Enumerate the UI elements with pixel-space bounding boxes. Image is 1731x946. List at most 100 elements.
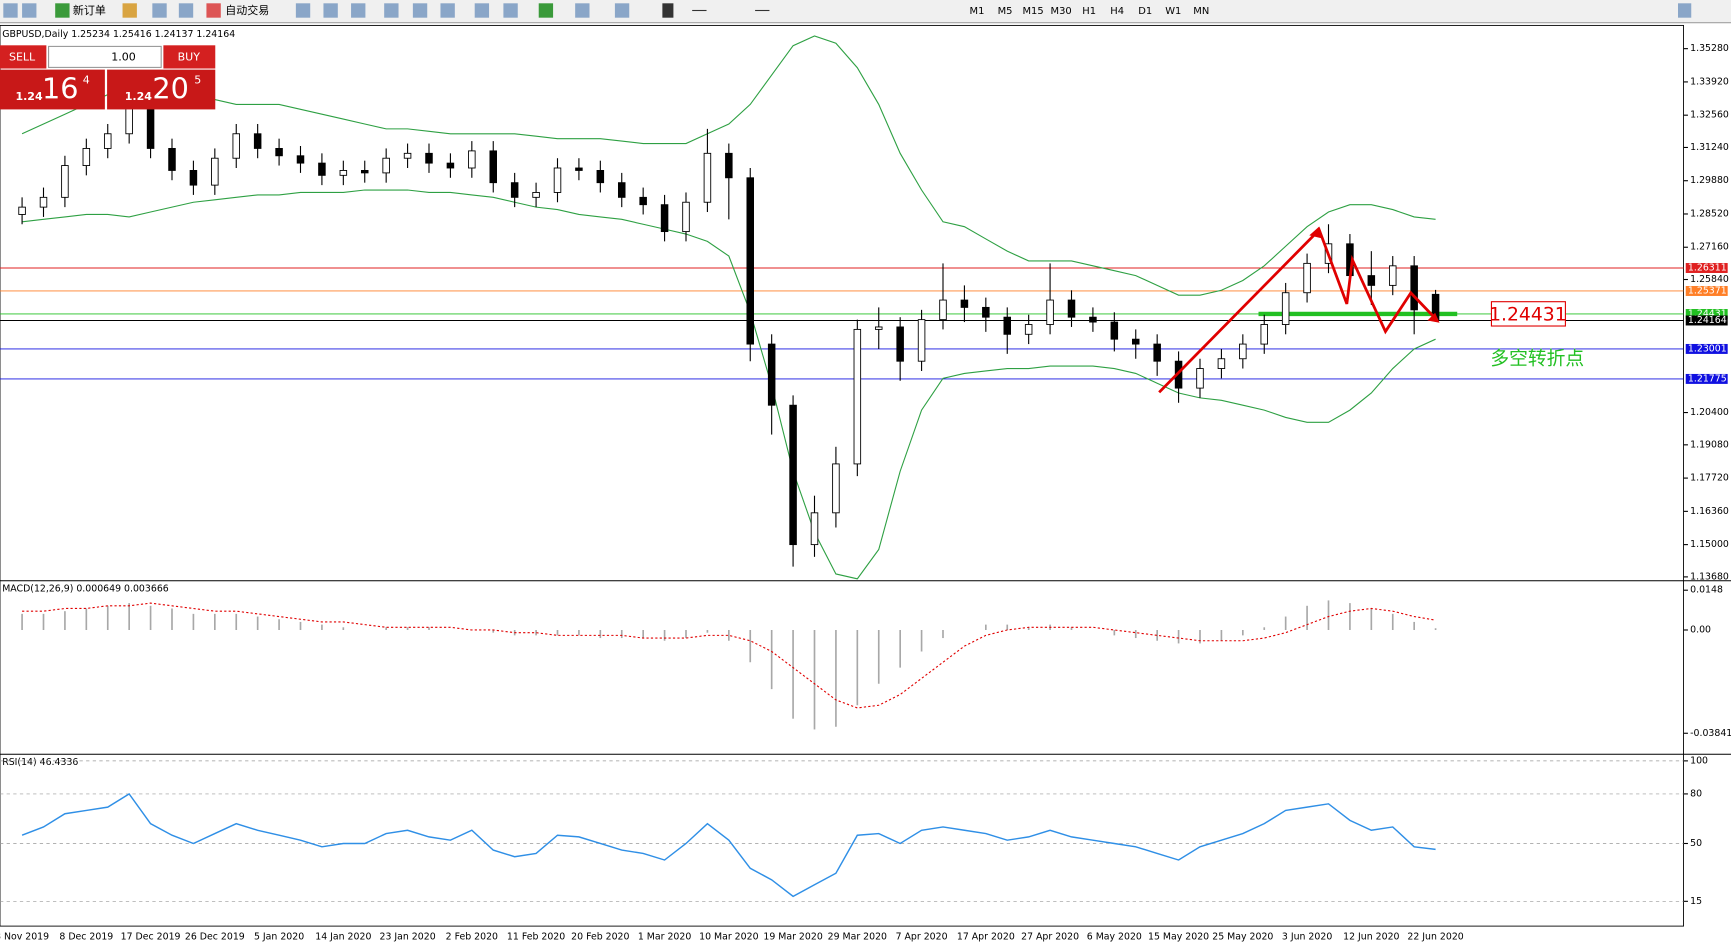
icon[interactable] [538,3,554,18]
icon[interactable] [351,3,366,18]
buy-button[interactable] [163,45,216,69]
timeframe-button[interactable]: H4 [1110,6,1124,17]
icon[interactable] [206,3,221,18]
candle-body [1281,292,1290,325]
candle-body [189,170,198,186]
timeframe-button[interactable]: W1 [1165,6,1181,17]
candle-body [767,343,776,406]
arrow-head [1309,226,1324,239]
x-tick-label: 20 Feb 2020 [571,932,629,943]
x-tick-label: 5 Jan 2020 [254,932,304,943]
icon[interactable] [152,3,167,18]
x-tick-label: 26 Dec 2019 [185,932,245,943]
icon[interactable] [412,3,428,18]
timeframe-button[interactable]: MN [1193,6,1209,17]
level-label: 1.24431 [1688,308,1727,319]
candle-body [489,150,498,184]
candle-body [1089,316,1097,323]
level-label-bg [1685,263,1728,273]
sell-label[interactable]: SELL [9,50,36,63]
candle-body [939,299,947,321]
timeframe-button[interactable]: M5 [998,6,1013,17]
icon[interactable] [575,3,590,18]
panel: MACD(12,26,9) 0.000649 0.003666 0.0148 0.0… [2,584,1731,739]
panel: RSI(14) 46.4336 15 50 80 100 [0,755,1708,907]
y-tick-label: 0.0148 [1690,585,1723,596]
candle-body [1388,265,1397,286]
candle-body [1153,343,1161,362]
candle-body [617,182,626,198]
annotation-text: 多空转折点 [1490,348,1584,370]
icon[interactable] [22,3,37,18]
bollinger-band [21,35,1436,296]
icon[interactable] [384,3,399,18]
sell-button[interactable] [0,45,47,69]
icon[interactable] [692,9,707,12]
panel: GBPUSD,Daily 1.25234 1.25416 1.24137 1.2… [0,29,1729,943]
x-tick-label: 3 Jun 2020 [1282,932,1332,943]
ask-box[interactable] [107,69,216,110]
x-tick-label: 8 Nov 2019 [0,932,49,943]
icon[interactable] [474,3,490,18]
icon[interactable] [178,3,194,18]
icon[interactable] [503,3,518,18]
x-tick-label: 8 Dec 2019 [59,932,113,943]
candle-body [360,170,369,174]
candle-body [296,155,305,164]
timeframe-button[interactable]: M1 [970,6,985,17]
level-label-bg [1685,309,1728,319]
level-label: 1.26311 [1688,262,1727,273]
lot-input[interactable] [48,45,162,68]
candle-body [1410,265,1418,311]
candle-body [596,170,605,184]
candle-body [874,326,883,330]
macd-signal [22,602,1436,709]
candle-body [18,206,26,215]
icon[interactable] [440,3,455,18]
level-label-bg [1685,315,1728,326]
timeframe-button[interactable]: M30 [1051,6,1072,17]
icon[interactable] [755,9,770,12]
toolbar-icons [3,3,1692,18]
candle-body [553,167,562,193]
timeframe-button[interactable]: D1 [1138,6,1152,17]
candle-body [896,326,904,362]
icon[interactable] [55,3,70,18]
candle-body [1131,338,1140,345]
y-tick-label: 100 [1690,755,1708,766]
candle-body [61,165,69,198]
candle-body [789,404,797,546]
candle-body [853,328,862,465]
icon[interactable] [122,3,137,18]
toolbar-button[interactable]: 自动交易 [225,3,269,17]
y-tick-label: 50 [1690,838,1702,849]
candle-body [253,133,262,149]
candle-body [1260,324,1269,345]
icon[interactable] [3,3,18,18]
y-tick-label: 1.27160 [1690,242,1729,253]
candle-body [1196,368,1204,389]
y-tick-label: 1.13680 [1690,571,1729,582]
timeframe-button[interactable]: M15 [1022,6,1043,17]
candle-body [146,103,155,149]
y-tick-label: 1.19080 [1690,439,1729,450]
y-tick-label: 0.00 [1690,624,1711,635]
y-tick-label: 80 [1690,788,1702,799]
icon[interactable] [323,3,338,18]
icon[interactable] [662,3,674,18]
x-tick-label: 12 Jun 2020 [1343,932,1399,943]
level-label-bg [1685,286,1728,296]
candle-body [275,147,283,157]
icon[interactable] [1678,3,1692,18]
buy-label[interactable]: BUY [178,50,201,63]
y-tick-label: 1.17720 [1690,473,1729,484]
toolbar-button[interactable]: 新订单 [73,3,106,17]
x-tick-label: 17 Dec 2019 [121,932,181,943]
x-tick-label: 23 Jan 2020 [379,932,435,943]
lot-value[interactable]: 1.00 [111,50,136,63]
icon[interactable] [614,3,630,18]
x-tick-label: 1 Mar 2020 [638,932,691,943]
bid-box[interactable] [0,69,105,110]
icon[interactable] [295,3,311,18]
timeframe-button[interactable]: H1 [1082,6,1096,17]
